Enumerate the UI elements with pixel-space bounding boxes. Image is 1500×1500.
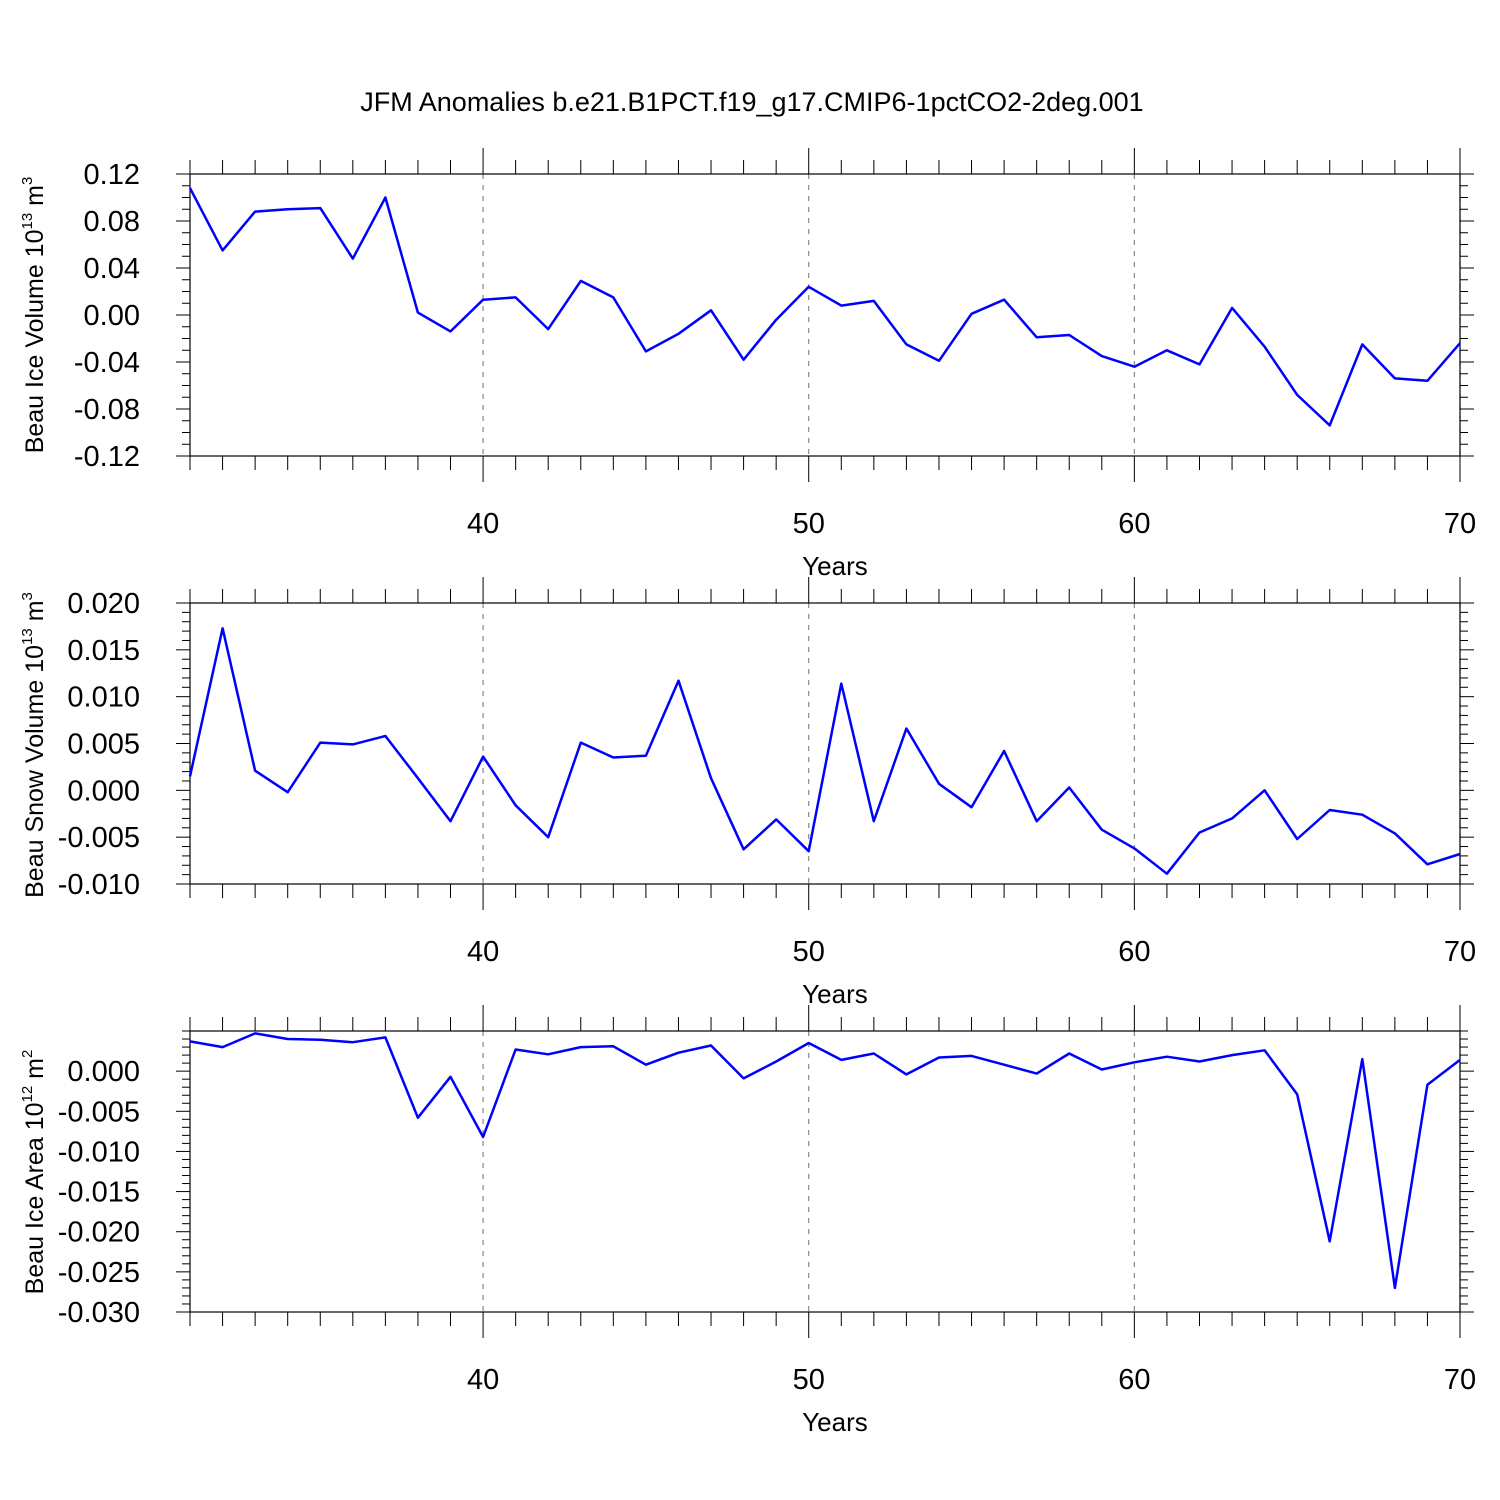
y-tick-label: -0.015 — [58, 1177, 140, 1209]
y-tick-label: 0.000 — [67, 1056, 140, 1088]
y-tick-label: -0.025 — [58, 1257, 140, 1289]
y-tick-label: -0.020 — [58, 1217, 140, 1249]
y-axis-label: Beau Ice Area 1012 m2 — [19, 1050, 49, 1295]
figure-title: JFM Anomalies b.e21.B1PCT.f19_g17.CMIP6-… — [360, 87, 1143, 117]
series-line-snow-volume — [188, 627, 1461, 875]
x-tick-label: 50 — [793, 1364, 825, 1396]
plot-frame — [189, 1030, 1461, 1313]
panel-snow-volume: -0.010 -0.005 0.000 0.005 0.010 0.015 0.020 40 5… — [19, 577, 1476, 1009]
y-tick-label: 0.015 — [67, 635, 140, 667]
y-tick-label: -0.030 — [58, 1297, 140, 1329]
y-tick-label: -0.04 — [74, 347, 140, 379]
x-tick-label: 60 — [1118, 508, 1150, 540]
y-tick-label: 0.12 — [84, 159, 140, 191]
y-axis-label: Beau Ice Volume 1013 m3 — [19, 177, 49, 454]
x-tick-label: 60 — [1118, 1364, 1150, 1396]
y-tick-label: 0.04 — [84, 253, 140, 285]
x-tick-label: 70 — [1444, 936, 1476, 968]
y-tick-label: 0.020 — [67, 588, 140, 620]
y-tick-label: 0.00 — [84, 300, 140, 332]
x-tick-label: 60 — [1118, 936, 1150, 968]
x-tick-label: 70 — [1444, 1364, 1476, 1396]
y-axis-label: Beau Snow Volume 1013 m3 — [19, 592, 49, 898]
y-tick-label: 0.010 — [67, 682, 140, 714]
x-axis-label: Years — [802, 551, 868, 581]
x-tick-label: 40 — [467, 936, 499, 968]
series-line-ice-volume — [188, 187, 1461, 427]
y-tick-label: -0.005 — [58, 1096, 140, 1128]
panel-ice-volume: -0.12 -0.08 -0.04 0.00 0.04 0.08 0.12 40 50 60 70 Y… — [19, 148, 1476, 581]
x-tick-label: 40 — [467, 1364, 499, 1396]
y-tick-label: 0.08 — [84, 206, 140, 238]
y-tick-label: -0.12 — [74, 441, 140, 473]
x-axis-label: Years — [802, 979, 868, 1009]
y-tick-label: -0.005 — [58, 822, 140, 854]
x-tick-label: 50 — [793, 936, 825, 968]
panel-ice-area: -0.030 -0.025 -0.020 -0.015 -0.010 -0.005 0.00… — [19, 1005, 1476, 1437]
plot-frame — [189, 602, 1461, 885]
series-line-ice-area — [189, 1032, 1461, 1290]
y-tick-label: 0.000 — [67, 775, 140, 807]
y-tick-label: 0.005 — [67, 729, 140, 761]
x-tick-label: 50 — [793, 508, 825, 540]
y-tick-label: -0.010 — [58, 1136, 140, 1168]
y-tick-label: -0.010 — [58, 869, 140, 901]
x-tick-label: 70 — [1444, 508, 1476, 540]
y-tick-label: -0.08 — [74, 394, 140, 426]
x-tick-label: 40 — [467, 508, 499, 540]
x-axis-label: Years — [802, 1407, 868, 1437]
plot-frame — [189, 173, 1461, 457]
